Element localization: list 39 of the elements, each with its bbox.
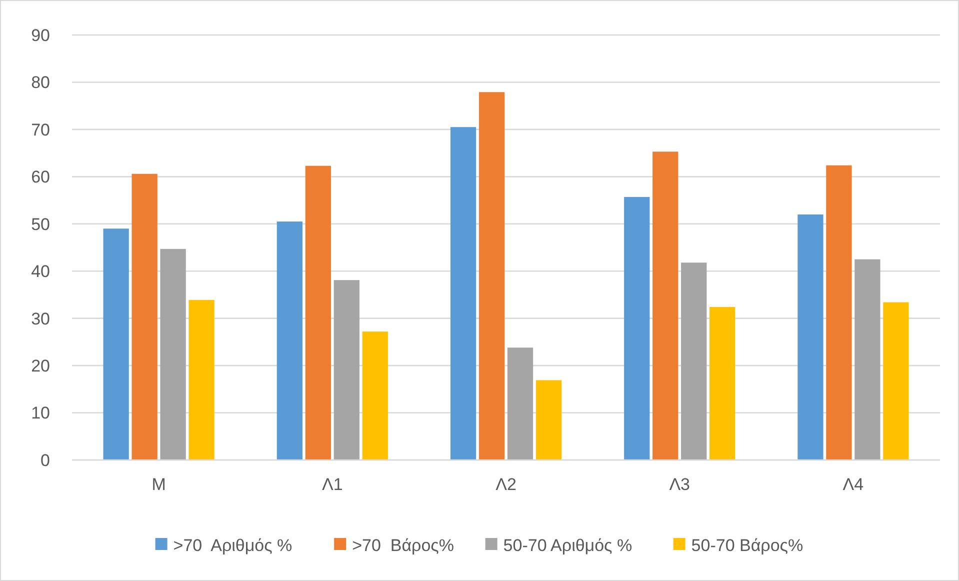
bar [624, 196, 650, 460]
bar [681, 262, 707, 460]
y-tick-label: 90 [31, 26, 50, 45]
legend-label: 50-70 Βάρος% [691, 536, 804, 555]
bar [536, 380, 562, 460]
bar [652, 152, 678, 460]
y-tick-label: 40 [31, 262, 50, 282]
bar [826, 165, 852, 460]
bar [362, 332, 388, 460]
y-tick-label: 60 [31, 168, 50, 187]
bar [507, 348, 534, 460]
bar [276, 222, 302, 460]
bar [132, 174, 158, 460]
x-tick-label: Λ1 [322, 475, 343, 494]
bar [103, 228, 129, 460]
bar [450, 127, 476, 460]
x-tick-label: Λ2 [496, 475, 516, 494]
bar [798, 214, 824, 460]
y-tick-label: 70 [31, 120, 50, 140]
bar [710, 307, 736, 460]
bar [334, 280, 360, 460]
y-tick-label: 20 [31, 356, 50, 376]
legend-label: >70 Αριθμός % [173, 536, 292, 555]
bar [188, 300, 214, 460]
bar [478, 92, 505, 460]
x-tick-label: Λ4 [842, 475, 864, 494]
y-tick-label: 10 [31, 404, 50, 423]
legend-label: 50-70 Αριθμός % [503, 536, 632, 555]
bar [160, 248, 186, 460]
y-tick-label: 50 [31, 214, 50, 234]
bar [883, 302, 909, 460]
y-tick-label: 30 [31, 309, 50, 328]
bar [305, 166, 331, 460]
legend-label: >70 Βάρος% [352, 536, 454, 555]
bar [854, 259, 880, 460]
x-tick-label: M [152, 475, 166, 494]
y-tick-label: 80 [31, 73, 50, 92]
x-tick-label: Λ3 [669, 475, 690, 494]
y-tick-label: 0 [40, 450, 50, 470]
